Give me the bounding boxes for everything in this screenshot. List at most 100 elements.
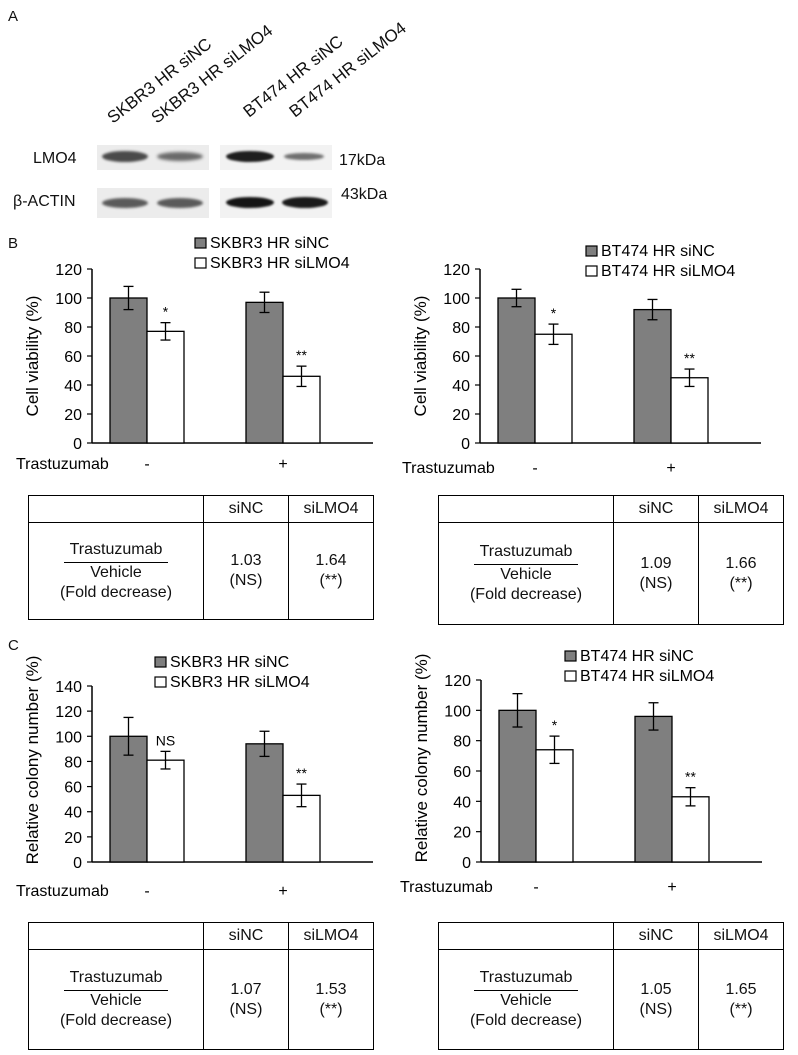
table-header-sinc: siNC [613,922,699,950]
y-tick-label: 140 [55,679,82,696]
y-tick-label: 60 [64,780,82,797]
y-tick-label: 80 [453,734,471,751]
y-tick-label: 120 [444,673,471,690]
table-corner [28,922,204,950]
y-axis-label: Relative colony number (%) [23,656,42,865]
value-cell-sinc: 1.09 (NS) [613,522,699,625]
ratio-label-cell: Trastuzumab Vehicle (Fold decrease) [28,949,204,1050]
fold-value: 1.03 [230,552,262,569]
value-cell-sinc: 1.03 (NS) [203,522,289,620]
fold-value: 1.66 [725,554,757,572]
table-header-sinc: siNC [613,495,699,523]
fold-table-c-right: siNC siLMO4 Trastuzumab Vehicle (Fold de… [438,922,784,1050]
table-header-sinc: siNC [203,922,289,950]
band-lmo4-4 [284,153,324,160]
legend-swatch [585,265,598,277]
legend-swatch [564,650,577,662]
fold-sig: (NS) [639,574,673,592]
fold-sig: (NS) [229,1000,263,1018]
category-label: - [532,460,537,477]
band-lmo4-2 [157,152,203,161]
table-header-silmo4: siLMO4 [288,922,374,950]
band-actin-2 [157,198,203,208]
y-tick-label: 80 [452,320,470,337]
significance-label: NS [156,732,175,748]
legend-swatch [154,676,167,688]
ratio-note: (Fold decrease) [59,583,173,601]
y-tick-label: 20 [64,407,82,424]
category-label: - [144,883,149,900]
y-tick-label: 120 [443,262,470,279]
legend-label: SKBR3 HR siNC [170,654,289,671]
bar [535,749,574,863]
y-tick-label: 60 [64,349,82,366]
x-axis-label: Trastuzumab [402,460,495,477]
significance-label: ** [296,765,307,781]
significance-label: ** [685,769,696,785]
value-cell-silmo4: 1.65 (**) [698,949,784,1050]
y-tick-label: 20 [453,825,471,842]
legend-label: BT474 HR siNC [580,648,694,665]
y-axis-label: Cell viability (%) [411,296,430,417]
category-label: + [667,879,676,896]
blot-label-lmo4: LMO4 [33,150,77,167]
fold-value: 1.64 [315,552,347,569]
significance-label: ** [684,350,695,366]
bar [245,743,284,863]
chart-c-left: 0 20 40 60 80 100 120 140 Relative colony number… [16,654,373,900]
blot-label-actin: β-ACTIN [13,193,76,210]
chart-b-left: 0 20 40 60 80 100 120 Cell viability (%) * - ** + Tr… [16,235,373,473]
legend-label: SKBR3 HR siLMO4 [170,674,310,691]
legend-label: BT474 HR siLMO4 [580,668,714,685]
category-label: + [278,456,287,473]
fold-table-b-left: siNC siLMO4 Trastuzumab Vehicle (Fold de… [28,495,374,620]
legend-swatch [194,257,207,269]
table-corner [438,495,614,523]
ratio-top: Trastuzumab [63,540,169,563]
ratio-bottom: Vehicle [500,566,552,583]
table-corner [28,495,204,523]
y-tick-label: 80 [64,754,82,771]
fold-value: 1.53 [315,980,347,998]
value-cell-silmo4: 1.64 (**) [288,522,374,620]
fold-table-c-left: siNC siLMO4 Trastuzumab Vehicle (Fold de… [28,922,374,1050]
value-cell-sinc: 1.05 (NS) [613,949,699,1050]
y-tick-label: 40 [64,378,82,395]
table-header-sinc: siNC [203,495,289,523]
y-tick-label: 120 [55,262,82,279]
fold-value: 1.65 [725,980,757,998]
significance-label: * [163,304,169,320]
y-tick-label: 60 [452,349,470,366]
legend-swatch [585,245,598,257]
bar [282,375,321,444]
fold-value: 1.05 [640,980,672,998]
y-tick-label: 40 [64,805,82,822]
legend-label: BT474 HR siLMO4 [601,263,735,280]
fold-table-b-right: siNC siLMO4 Trastuzumab Vehicle (Fold de… [438,495,784,625]
y-tick-label: 0 [461,436,470,453]
fold-sig: (**) [729,574,753,592]
fold-sig: (NS) [229,572,263,589]
size-label-lmo4: 17kDa [339,152,386,169]
ratio-note: (Fold decrease) [469,1012,583,1029]
ratio-note: (Fold decrease) [59,1012,173,1029]
bar [633,308,672,444]
y-tick-label: 100 [55,291,82,308]
category-label: + [666,460,675,477]
bar [497,297,536,444]
table-header-silmo4: siLMO4 [698,495,784,523]
significance-label: ** [296,347,307,363]
y-tick-label: 120 [55,704,82,721]
fold-sig: (**) [319,572,343,589]
legend-label: BT474 HR siNC [601,243,715,260]
legend-swatch [194,237,207,249]
fold-value: 1.07 [230,980,262,998]
x-axis-label: Trastuzumab [16,883,109,900]
ratio-label-cell: Trastuzumab Vehicle (Fold decrease) [438,522,614,625]
legend-label: SKBR3 HR siLMO4 [210,255,350,272]
bar [534,333,573,444]
size-label-actin: 43kDa [341,186,388,203]
legend-label: SKBR3 HR siNC [210,235,329,252]
significance-label: * [551,305,557,321]
y-tick-label: 100 [443,291,470,308]
